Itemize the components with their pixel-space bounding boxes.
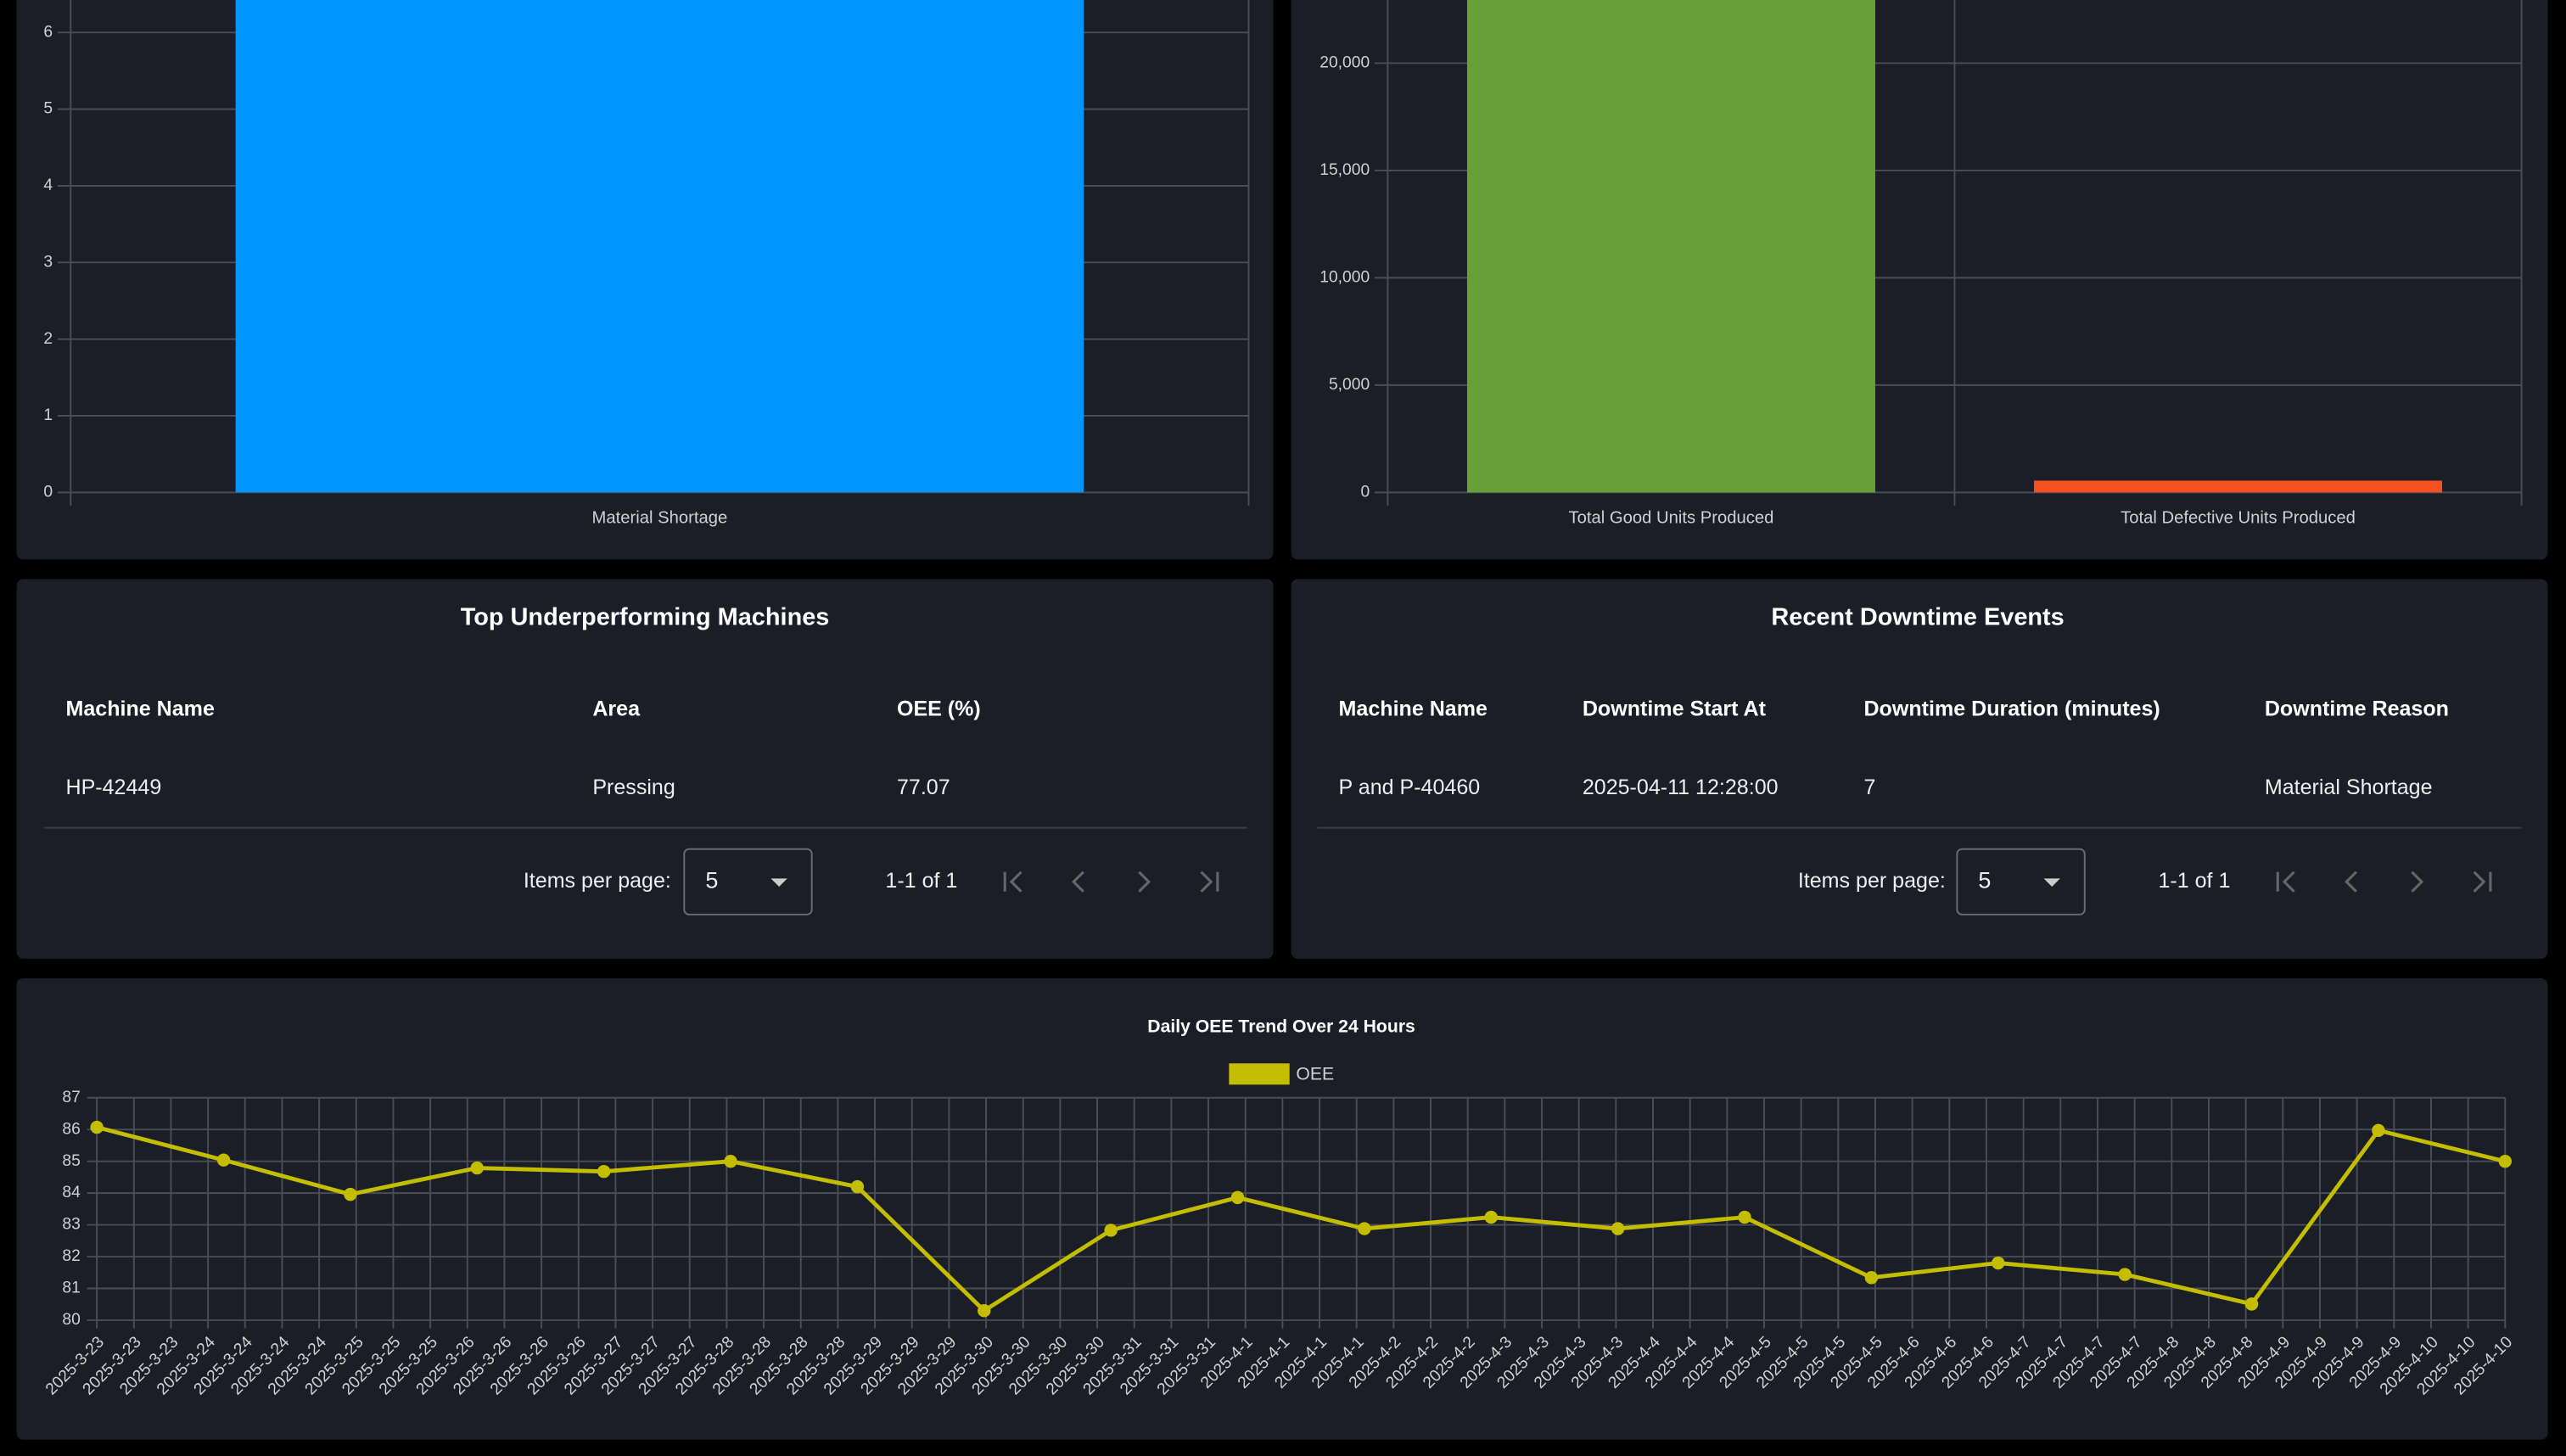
y-tick-label: 83 bbox=[62, 1216, 80, 1234]
column-header: Downtime Reason bbox=[2265, 697, 2449, 720]
point bbox=[344, 1187, 357, 1201]
table-cell: 7 bbox=[1863, 776, 1875, 799]
panel bbox=[16, 579, 1274, 959]
y-tick-label: 81 bbox=[62, 1280, 80, 1297]
select-caret bbox=[770, 878, 787, 888]
items-per-page-value: 5 bbox=[705, 867, 718, 893]
point bbox=[1230, 1190, 1245, 1205]
x-tick-label: Material Shortage bbox=[592, 509, 728, 528]
point bbox=[1611, 1222, 1625, 1235]
range-label: 1-1 of 1 bbox=[885, 869, 957, 893]
items-per-page-select[interactable] bbox=[683, 848, 813, 916]
y-tick-label: 15,000 bbox=[1319, 161, 1370, 179]
point bbox=[724, 1154, 737, 1168]
table-cell: P and P-40460 bbox=[1339, 776, 1481, 799]
bar bbox=[235, 0, 1084, 493]
point bbox=[1358, 1222, 1371, 1235]
y-tick-label: 82 bbox=[62, 1247, 80, 1265]
bar bbox=[1466, 0, 1875, 493]
previous-page-button[interactable] bbox=[1072, 871, 1084, 893]
items-per-page-value: 5 bbox=[1978, 867, 1991, 893]
y-tick-label: 5,000 bbox=[1329, 376, 1370, 394]
point bbox=[597, 1164, 611, 1179]
last-page-button[interactable] bbox=[2473, 871, 2492, 893]
point bbox=[1738, 1210, 1751, 1224]
point bbox=[1104, 1224, 1118, 1237]
y-tick-label: 0 bbox=[43, 483, 53, 501]
items-per-page-select[interactable] bbox=[1956, 848, 2086, 916]
y-tick-label: 3 bbox=[43, 253, 53, 271]
column-header: Machine Name bbox=[66, 697, 215, 720]
point bbox=[1864, 1271, 1879, 1285]
point bbox=[1992, 1256, 2005, 1270]
table-title: Recent Downtime Events bbox=[1771, 603, 2064, 630]
bar bbox=[2034, 480, 2443, 493]
x-tick-label: Total Defective Units Produced bbox=[2121, 509, 2356, 528]
range-label: 1-1 of 1 bbox=[2158, 869, 2230, 893]
point bbox=[2244, 1297, 2259, 1311]
previous-page-button[interactable] bbox=[2345, 871, 2357, 893]
point bbox=[216, 1153, 231, 1167]
chart-title: Daily OEE Trend Over 24 Hours bbox=[1147, 1016, 1415, 1036]
y-tick-label: 85 bbox=[62, 1152, 80, 1170]
point bbox=[2118, 1268, 2132, 1281]
line bbox=[96, 1125, 2506, 1313]
x-tick-label: Total Good Units Produced bbox=[1569, 509, 1774, 528]
point bbox=[470, 1161, 484, 1175]
items-per-page-label: Items per page: bbox=[524, 869, 671, 893]
point bbox=[2372, 1123, 2385, 1138]
y-tick-label: 86 bbox=[62, 1120, 80, 1138]
column-header: Downtime Start At bbox=[1583, 697, 1767, 720]
y-tick-label: 2 bbox=[43, 330, 53, 348]
column-header: Machine Name bbox=[1339, 697, 1487, 720]
y-tick-label: 20,000 bbox=[1319, 54, 1370, 72]
next-page-button[interactable] bbox=[1138, 871, 1151, 893]
y-tick-label: 10,000 bbox=[1319, 268, 1370, 286]
items-per-page-label: Items per page: bbox=[1798, 869, 1946, 893]
point bbox=[2498, 1154, 2512, 1168]
y-tick-label: 87 bbox=[62, 1089, 80, 1106]
table-title: Top Underperforming Machines bbox=[461, 603, 830, 630]
y-tick-label: 1 bbox=[43, 406, 53, 424]
point bbox=[850, 1179, 865, 1194]
table-cell: HP-42449 bbox=[66, 776, 162, 799]
first-page-button[interactable] bbox=[1003, 871, 1022, 893]
y-tick-label: 6 bbox=[43, 23, 53, 41]
table-cell: 77.07 bbox=[897, 776, 950, 799]
table-cell: Material Shortage bbox=[2265, 776, 2433, 799]
legend-swatch bbox=[1229, 1063, 1290, 1085]
panel bbox=[1291, 579, 2548, 959]
first-page-button[interactable] bbox=[2276, 871, 2295, 893]
table-cell: Pressing bbox=[592, 776, 675, 799]
y-tick-label: 80 bbox=[62, 1311, 80, 1329]
column-header: Area bbox=[592, 697, 641, 720]
select-caret bbox=[2043, 878, 2060, 888]
legend-label: OEE bbox=[1296, 1064, 1334, 1084]
column-header: Downtime Duration (minutes) bbox=[1863, 697, 2160, 720]
column-header: OEE (%) bbox=[897, 697, 981, 720]
table-cell: 2025-04-11 12:28:00 bbox=[1583, 776, 1779, 799]
y-tick-label: 84 bbox=[62, 1184, 81, 1201]
last-page-button[interactable] bbox=[1200, 871, 1219, 893]
next-page-button[interactable] bbox=[2411, 871, 2424, 893]
point bbox=[90, 1120, 104, 1134]
point bbox=[1484, 1210, 1498, 1224]
y-tick-label: 4 bbox=[43, 176, 53, 194]
y-tick-label: 0 bbox=[1360, 483, 1370, 501]
y-tick-label: 5 bbox=[43, 100, 53, 118]
point bbox=[978, 1304, 991, 1318]
